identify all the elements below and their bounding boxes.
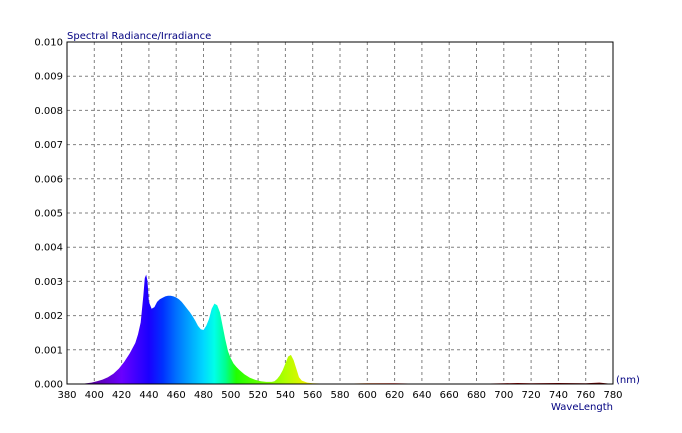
- x-tick-label: 760: [576, 390, 595, 401]
- x-tick-label: 660: [440, 390, 459, 401]
- plot-frame: [66, 41, 614, 385]
- x-tick-label: 640: [412, 390, 431, 401]
- spectrum-series: [80, 274, 613, 384]
- y-tick-label: 0.009: [34, 72, 63, 83]
- y-tick-label: 0.006: [34, 174, 63, 185]
- x-tick-label: 500: [221, 390, 240, 401]
- x-axis-ticks: 380 400 420 440 460 480 500 520 540 560 580 600 620 6…: [57, 390, 622, 401]
- x-tick-label: 380: [57, 390, 76, 401]
- x-tick-label: 620: [385, 390, 404, 401]
- y-axis-ticks: 0.000 0.001 0.002 0.003 0.004 0.005 0.006 0.007…: [34, 38, 63, 391]
- x-tick-label: 600: [358, 390, 377, 401]
- grid: [67, 41, 613, 384]
- x-tick-label: 700: [494, 390, 513, 401]
- x-tick-label: 580: [330, 390, 349, 401]
- y-tick-label: 0.001: [34, 345, 63, 356]
- y-tick-label: 0.010: [34, 38, 63, 49]
- y-tick-label: 0.000: [34, 380, 63, 391]
- spectrum-area: [80, 274, 613, 384]
- y-tick-label: 0.002: [34, 311, 63, 322]
- x-tick-label: 420: [112, 390, 131, 401]
- x-tick-label: 560: [303, 390, 322, 401]
- chart-title: Spectral Radiance/Irradiance: [67, 31, 211, 42]
- x-axis-label: WaveLength: [551, 402, 613, 413]
- x-tick-label: 540: [276, 390, 295, 401]
- y-tick-label: 0.008: [34, 106, 63, 117]
- x-tick-label: 400: [85, 390, 104, 401]
- x-tick-label: 720: [522, 390, 541, 401]
- x-tick-label: 520: [249, 390, 268, 401]
- x-tick-label: 680: [467, 390, 486, 401]
- x-tick-label: 460: [167, 390, 186, 401]
- y-tick-label: 0.007: [34, 140, 63, 151]
- y-tick-label: 0.005: [34, 209, 63, 220]
- x-tick-label: 440: [139, 390, 158, 401]
- x-axis-unit: (nm): [616, 375, 640, 386]
- x-tick-label: 780: [603, 390, 622, 401]
- y-tick-label: 0.003: [34, 277, 63, 288]
- x-tick-label: 480: [194, 390, 213, 401]
- x-tick-label: 740: [549, 390, 568, 401]
- y-tick-label: 0.004: [34, 243, 63, 254]
